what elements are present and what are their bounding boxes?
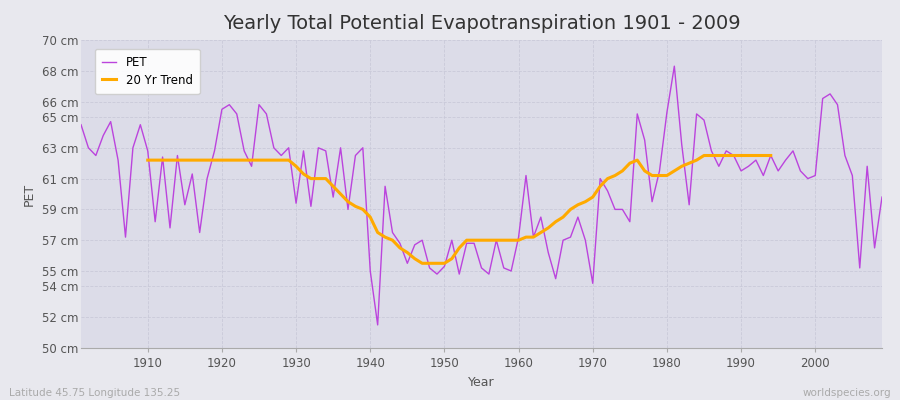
PET	[373, 322, 383, 327]
20 Yr Trend	[743, 153, 754, 158]
20 Yr Trend	[335, 192, 346, 196]
PET	[135, 122, 146, 127]
Line: 20 Yr Trend: 20 Yr Trend	[148, 156, 770, 263]
PET	[513, 235, 524, 240]
PET	[343, 207, 354, 212]
20 Yr Trend	[698, 153, 709, 158]
20 Yr Trend	[765, 153, 776, 158]
Title: Yearly Total Potential Evapotranspiration 1901 - 2009: Yearly Total Potential Evapotranspiratio…	[222, 14, 741, 33]
Legend: PET, 20 Yr Trend: PET, 20 Yr Trend	[94, 49, 200, 94]
20 Yr Trend	[142, 158, 153, 162]
20 Yr Trend	[247, 158, 257, 162]
Text: worldspecies.org: worldspecies.org	[803, 388, 891, 398]
Y-axis label: PET: PET	[23, 182, 36, 206]
20 Yr Trend	[417, 261, 428, 266]
20 Yr Trend	[357, 207, 368, 212]
PET	[877, 195, 887, 200]
PET	[520, 173, 531, 178]
X-axis label: Year: Year	[468, 376, 495, 388]
Line: PET: PET	[81, 66, 882, 325]
PET	[609, 207, 620, 212]
20 Yr Trend	[328, 184, 338, 189]
Text: Latitude 45.75 Longitude 135.25: Latitude 45.75 Longitude 135.25	[9, 388, 180, 398]
PET	[298, 148, 309, 153]
20 Yr Trend	[462, 238, 472, 242]
PET	[669, 64, 680, 68]
PET	[76, 122, 86, 127]
